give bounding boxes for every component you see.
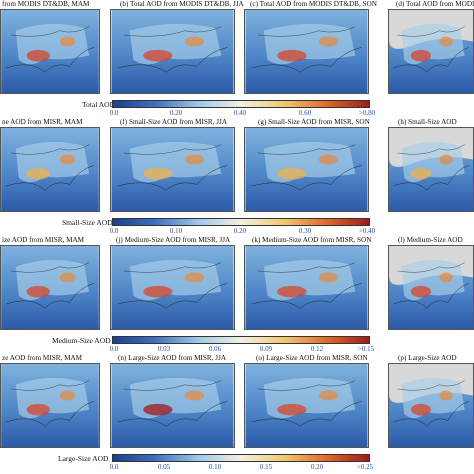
panel-title-l: (l) Medium-Size AOD [398, 236, 463, 244]
tick-small-0: 0.0 [109, 227, 119, 235]
map-panel-f [110, 127, 235, 212]
colorbar-label-large: Large-Size AOD [58, 454, 109, 463]
panel-title-h: (h) Small-Size AOD [398, 118, 457, 126]
panel-title-b: (b) Total AOD from MODIS DT&DB, JJA [120, 0, 244, 8]
map-panel-d [388, 9, 474, 94]
aod-map-p [389, 364, 473, 447]
aod-map-m [1, 364, 99, 447]
tick-medium-5: >0.15 [357, 345, 375, 353]
tick-total-3: 0.60 [298, 109, 312, 117]
map-panel-m [0, 363, 100, 448]
colorbar-large [112, 454, 370, 462]
map-panel-b [110, 9, 235, 94]
map-panel-c [244, 9, 369, 94]
tick-medium-3: 0.09 [259, 345, 273, 353]
tick-total-2: 0.40 [233, 109, 247, 117]
tick-medium-2: 0.06 [208, 345, 222, 353]
aod-map-i [1, 246, 99, 329]
colorbar-medium [112, 336, 370, 344]
tick-total-4: >0.80 [358, 109, 376, 117]
map-panel-h [388, 127, 474, 212]
tick-small-2: 0.20 [233, 227, 247, 235]
tick-large-2: 0.10 [208, 463, 222, 471]
tick-large-5: >0.25 [356, 463, 374, 471]
aod-map-o [245, 364, 368, 447]
row-small-size-aod: ne AOD from MISR, MAM (f) Small-Size AOD… [0, 118, 474, 236]
row-total-aod: from MODIS DT&DB, MAM (b) Total AOD from… [0, 0, 474, 118]
aod-map-l [389, 246, 473, 329]
map-panel-g [244, 127, 369, 212]
aod-map-h [389, 128, 473, 211]
tick-large-4: 0.20 [310, 463, 324, 471]
panel-title-a: from MODIS DT&DB, MAM [2, 0, 90, 8]
map-panel-k [244, 245, 369, 330]
tick-total-1: 0.20 [169, 109, 183, 117]
row-large-size-aod: ze AOD from MISR, MAM (n) Large-Size AOD… [0, 354, 474, 474]
colorbar-label-total: Total AOD [82, 100, 116, 109]
aod-map-k [245, 246, 368, 329]
panel-title-c: (c) Total AOD from MODIS DT&DB, SON [250, 0, 377, 8]
colorbar-label-small: Small-Size AOD [62, 218, 113, 227]
panel-title-j: (j) Medium-Size AOD from MISR, JJA [116, 236, 231, 244]
colorbar-label-medium: Medium-Size AOD [52, 336, 111, 345]
tick-medium-4: 0.12 [310, 345, 324, 353]
tick-small-1: 0.10 [169, 227, 183, 235]
tick-small-3: 0.30 [298, 227, 312, 235]
map-panel-o [244, 363, 369, 448]
aod-map-c [245, 10, 368, 93]
aod-map-d [389, 10, 473, 93]
map-panel-a [0, 9, 100, 94]
panel-title-k: (k) Medium-Size AOD from MISR, SON [252, 236, 372, 244]
panel-title-g: (g) Small-Size AOD from MISR, SON [258, 118, 370, 126]
tick-medium-1: 0.03 [157, 345, 171, 353]
map-panel-p [388, 363, 474, 448]
panel-title-i: ize AOD from MISR, MAM [2, 236, 85, 244]
tick-total-0: 0.0 [109, 109, 119, 117]
panel-title-m: ze AOD from MISR, MAM [2, 354, 83, 362]
panel-title-o: (o) Large-Size AOD from MISR, SON [256, 354, 368, 362]
panel-title-n: (n) Large-Size AOD from MISR, JJA [118, 354, 227, 362]
map-panel-l [388, 245, 474, 330]
tick-small-4: >0.40 [358, 227, 376, 235]
panel-title-d: (d) Total AOD from MODIS [396, 0, 474, 8]
panel-title-e: ne AOD from MISR, MAM [2, 118, 83, 126]
aod-map-a [1, 10, 99, 93]
aod-map-b [111, 10, 234, 93]
aod-map-n [111, 364, 234, 447]
colorbar-small [112, 218, 370, 226]
panel-title-p: (p) Large-Size AOD [398, 354, 457, 362]
tick-medium-0: 0.0 [109, 345, 119, 353]
panel-title-f: (f) Small-Size AOD from MISR, JJA [120, 118, 228, 126]
map-panel-e [0, 127, 100, 212]
aod-map-e [1, 128, 99, 211]
tick-large-0: 0.0 [109, 463, 119, 471]
aod-map-g [245, 128, 368, 211]
aod-map-j [111, 246, 234, 329]
tick-large-1: 0.05 [157, 463, 171, 471]
map-panel-n [110, 363, 235, 448]
map-panel-j [110, 245, 235, 330]
map-panel-i [0, 245, 100, 330]
colorbar-total [112, 100, 370, 108]
tick-large-3: 0.15 [259, 463, 273, 471]
aod-map-f [111, 128, 234, 211]
row-medium-size-aod: ize AOD from MISR, MAM (j) Medium-Size A… [0, 236, 474, 354]
